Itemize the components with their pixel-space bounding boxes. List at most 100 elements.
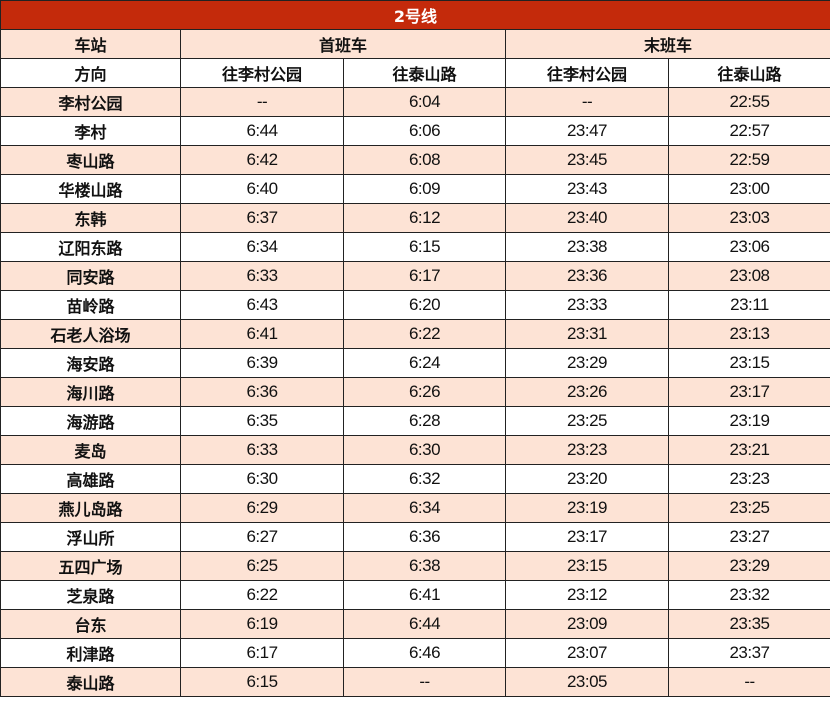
time-last-taishan: 23:17 [668,377,830,407]
time-last-taishan: -- [668,667,830,697]
station-name: 辽阳东路 [0,232,181,262]
timetable: 2号线 车站 首班车 末班车 方向 往李村公园 往泰山路 往李村公园 往泰山路 … [0,0,830,697]
last-train-header: 末班车 [505,29,830,59]
time-last-licun: 23:09 [505,609,669,639]
time-last-licun: 23:20 [505,464,669,494]
time-first-taishan: 6:32 [343,464,506,494]
time-last-taishan: 23:23 [668,464,830,494]
table-row: 利津路 6:17 6:46 23:07 23:37 [0,638,830,668]
table-row: 辽阳东路 6:34 6:15 23:38 23:06 [0,232,830,262]
station-name: 李村 [0,116,181,146]
time-last-taishan: 23:11 [668,290,830,320]
first-train-header: 首班车 [180,29,506,59]
time-last-licun: 23:38 [505,232,669,262]
time-first-licun: 6:30 [180,464,344,494]
direction-row: 方向 往李村公园 往泰山路 往李村公园 往泰山路 [0,58,830,88]
direction-header: 方向 [0,58,181,88]
time-first-licun: 6:27 [180,522,344,552]
time-first-taishan: 6:30 [343,435,506,465]
table-row: 麦岛 6:33 6:30 23:23 23:21 [0,435,830,465]
station-name: 五四广场 [0,551,181,581]
time-first-licun: 6:34 [180,232,344,262]
time-first-taishan: 6:36 [343,522,506,552]
time-last-licun: 23:15 [505,551,669,581]
time-last-taishan: 22:55 [668,87,830,117]
time-first-taishan: 6:44 [343,609,506,639]
time-last-licun: 23:19 [505,493,669,523]
time-last-licun: 23:36 [505,261,669,291]
time-last-taishan: 23:08 [668,261,830,291]
table-row: 浮山所 6:27 6:36 23:17 23:27 [0,522,830,552]
time-last-licun: 23:23 [505,435,669,465]
station-header: 车站 [0,29,181,59]
station-name: 台东 [0,609,181,639]
time-first-taishan: 6:41 [343,580,506,610]
time-last-taishan: 23:21 [668,435,830,465]
time-last-licun: 23:40 [505,203,669,233]
time-last-taishan: 23:32 [668,580,830,610]
station-name: 海游路 [0,406,181,436]
time-first-taishan: -- [343,667,506,697]
time-first-licun: 6:39 [180,348,344,378]
time-first-licun: 6:42 [180,145,344,175]
time-first-licun: 6:33 [180,435,344,465]
time-last-licun: 23:07 [505,638,669,668]
time-last-licun: 23:33 [505,290,669,320]
first-dir-taishan: 往泰山路 [343,58,506,88]
table-row: 东韩 6:37 6:12 23:40 23:03 [0,203,830,233]
time-first-licun: 6:44 [180,116,344,146]
time-last-taishan: 23:37 [668,638,830,668]
station-name: 华楼山路 [0,174,181,204]
time-first-taishan: 6:12 [343,203,506,233]
time-last-licun: -- [505,87,669,117]
table-row: 苗岭路 6:43 6:20 23:33 23:11 [0,290,830,320]
time-first-licun: 6:40 [180,174,344,204]
station-name: 泰山路 [0,667,181,697]
time-first-licun: 6:36 [180,377,344,407]
time-last-licun: 23:17 [505,522,669,552]
time-last-licun: 23:45 [505,145,669,175]
table-row: 李村公园 -- 6:04 -- 22:55 [0,87,830,117]
table-row: 台东 6:19 6:44 23:09 23:35 [0,609,830,639]
time-last-taishan: 23:25 [668,493,830,523]
line-title: 2号线 [0,0,830,30]
time-last-licun: 23:26 [505,377,669,407]
time-first-licun: 6:43 [180,290,344,320]
time-first-taishan: 6:46 [343,638,506,668]
time-first-licun: 6:19 [180,609,344,639]
time-first-taishan: 6:04 [343,87,506,117]
table-row: 五四广场 6:25 6:38 23:15 23:29 [0,551,830,581]
time-last-licun: 23:05 [505,667,669,697]
title-row: 2号线 [0,0,830,30]
station-name: 芝泉路 [0,580,181,610]
station-name: 苗岭路 [0,290,181,320]
station-name: 燕儿岛路 [0,493,181,523]
table-row: 泰山路 6:15 -- 23:05 -- [0,667,830,697]
last-dir-taishan: 往泰山路 [668,58,830,88]
time-last-taishan: 23:35 [668,609,830,639]
time-first-licun: 6:29 [180,493,344,523]
time-last-taishan: 23:06 [668,232,830,262]
time-last-taishan: 23:03 [668,203,830,233]
time-first-licun: 6:41 [180,319,344,349]
time-first-taishan: 6:17 [343,261,506,291]
time-last-licun: 23:31 [505,319,669,349]
time-first-taishan: 6:34 [343,493,506,523]
time-last-taishan: 22:59 [668,145,830,175]
station-name: 麦岛 [0,435,181,465]
time-last-taishan: 23:00 [668,174,830,204]
table-row: 枣山路 6:42 6:08 23:45 22:59 [0,145,830,175]
time-last-licun: 23:29 [505,348,669,378]
time-last-taishan: 22:57 [668,116,830,146]
time-last-licun: 23:25 [505,406,669,436]
station-name: 海川路 [0,377,181,407]
time-first-taishan: 6:26 [343,377,506,407]
table-row: 李村 6:44 6:06 23:47 22:57 [0,116,830,146]
time-last-licun: 23:12 [505,580,669,610]
last-dir-licun: 往李村公园 [505,58,669,88]
time-first-taishan: 6:06 [343,116,506,146]
time-first-licun: -- [180,87,344,117]
table-row: 海游路 6:35 6:28 23:25 23:19 [0,406,830,436]
time-last-taishan: 23:27 [668,522,830,552]
time-last-taishan: 23:19 [668,406,830,436]
